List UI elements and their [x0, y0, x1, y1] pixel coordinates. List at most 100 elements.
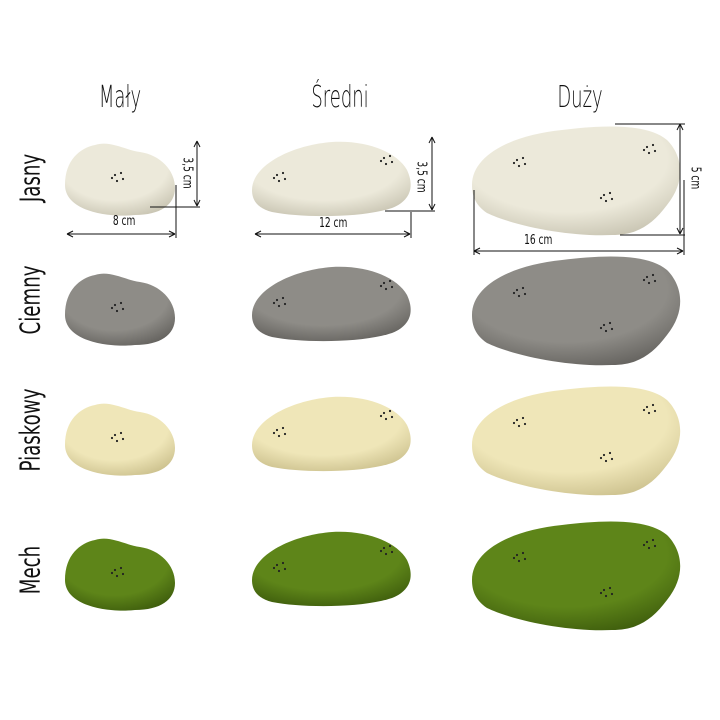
mounting-hole [647, 281, 651, 285]
mounting-hole [113, 173, 117, 177]
mounting-hole [388, 544, 392, 548]
mounting-hole [523, 422, 527, 426]
mounting-hole [651, 273, 655, 277]
width-dimension-large [473, 247, 481, 252]
mounting-hole [523, 292, 527, 296]
mounting-hole [382, 411, 386, 415]
mounting-hole [283, 432, 287, 436]
mounting-hole [119, 171, 123, 175]
width-dimension-medium [254, 230, 262, 235]
mounting-hole [390, 550, 394, 554]
mounting-hole [512, 161, 516, 165]
mounting-hole [602, 323, 606, 327]
width-dimension-small [168, 230, 176, 235]
height-label-medium: 3,5 cm [413, 161, 429, 193]
column-header-medium: Średni [311, 80, 369, 115]
stone-shape [65, 273, 175, 346]
mounting-hole [277, 304, 281, 308]
width-label-large: 16 cm [524, 233, 553, 248]
mounting-hole [521, 551, 525, 555]
mounting-hole [599, 591, 603, 595]
stone-shape [472, 386, 681, 496]
mounting-hole [515, 158, 519, 162]
mounting-hole [277, 569, 281, 573]
mounting-hole [608, 191, 612, 195]
height-dimension-small [196, 199, 201, 207]
width-dimension-large [676, 247, 684, 252]
height-dimension-small [193, 140, 198, 148]
column-header-small: Mały [98, 80, 142, 115]
mounting-hole [115, 309, 119, 313]
mounting-hole [602, 453, 606, 457]
height-dimension-small [193, 199, 198, 207]
row-header-ciemny: Ciemny [13, 265, 47, 335]
mounting-hole [121, 307, 125, 311]
mounting-hole [121, 177, 125, 181]
height-dimension-medium [428, 136, 433, 144]
mounting-hole [281, 426, 285, 430]
mounting-hole [515, 418, 519, 422]
mounting-hole [384, 287, 388, 291]
mounting-hole [283, 177, 287, 181]
mounting-hole [115, 574, 119, 578]
mounting-hole [647, 411, 651, 415]
mounting-hole [521, 156, 525, 160]
mounting-hole [379, 414, 383, 418]
mounting-hole [517, 424, 521, 428]
mounting-hole [512, 291, 516, 295]
mounting-hole [390, 285, 394, 289]
mounting-hole [113, 433, 117, 437]
mounting-hole [610, 457, 614, 461]
column-header-large: Duży [557, 80, 603, 115]
mounting-hole [653, 279, 657, 283]
mounting-hole [110, 571, 114, 575]
stone-mech-0 [65, 538, 175, 611]
height-dimension-small [196, 140, 201, 148]
height-dimension-large [679, 123, 684, 131]
mounting-hole [604, 459, 608, 463]
mounting-hole [517, 294, 521, 298]
width-dimension-small [66, 233, 74, 238]
mounting-hole [599, 326, 603, 330]
mounting-hole [119, 431, 123, 435]
mounting-hole [604, 199, 608, 203]
mounting-hole [608, 586, 612, 590]
mounting-hole [517, 164, 521, 168]
mounting-hole [379, 159, 383, 163]
mounting-hole [645, 275, 649, 279]
stone-jasny-1 [252, 141, 411, 217]
stone-ciemny-1 [252, 266, 411, 342]
mounting-hole [515, 288, 519, 292]
mounting-hole [512, 556, 516, 560]
mounting-hole [390, 160, 394, 164]
mounting-hole [610, 327, 614, 331]
width-dimension-large [676, 250, 684, 255]
mounting-hole [275, 173, 279, 177]
mounting-hole [110, 436, 114, 440]
mounting-hole [512, 421, 516, 425]
mounting-hole [610, 592, 614, 596]
mounting-hole [523, 557, 527, 561]
mounting-hole [382, 546, 386, 550]
stone-piaskowy-0 [65, 403, 175, 476]
mounting-hole [608, 321, 612, 325]
mounting-hole [379, 549, 383, 553]
row-header-jasny: Jasny [13, 153, 47, 203]
mounting-hole [388, 279, 392, 283]
mounting-hole [272, 301, 276, 305]
mounting-hole [384, 162, 388, 166]
mounting-hole [283, 302, 287, 306]
mounting-hole [110, 176, 114, 180]
mounting-hole [281, 561, 285, 565]
mounting-hole [647, 546, 651, 550]
mounting-hole [651, 403, 655, 407]
stone-shape [472, 521, 681, 631]
mounting-hole [113, 568, 117, 572]
stone-shape [252, 396, 411, 472]
width-dimension-small [66, 230, 74, 235]
mounting-hole [382, 156, 386, 160]
mounting-hole [281, 171, 285, 175]
mounting-hole [275, 298, 279, 302]
mounting-hole [121, 437, 125, 441]
mounting-hole [115, 179, 119, 183]
